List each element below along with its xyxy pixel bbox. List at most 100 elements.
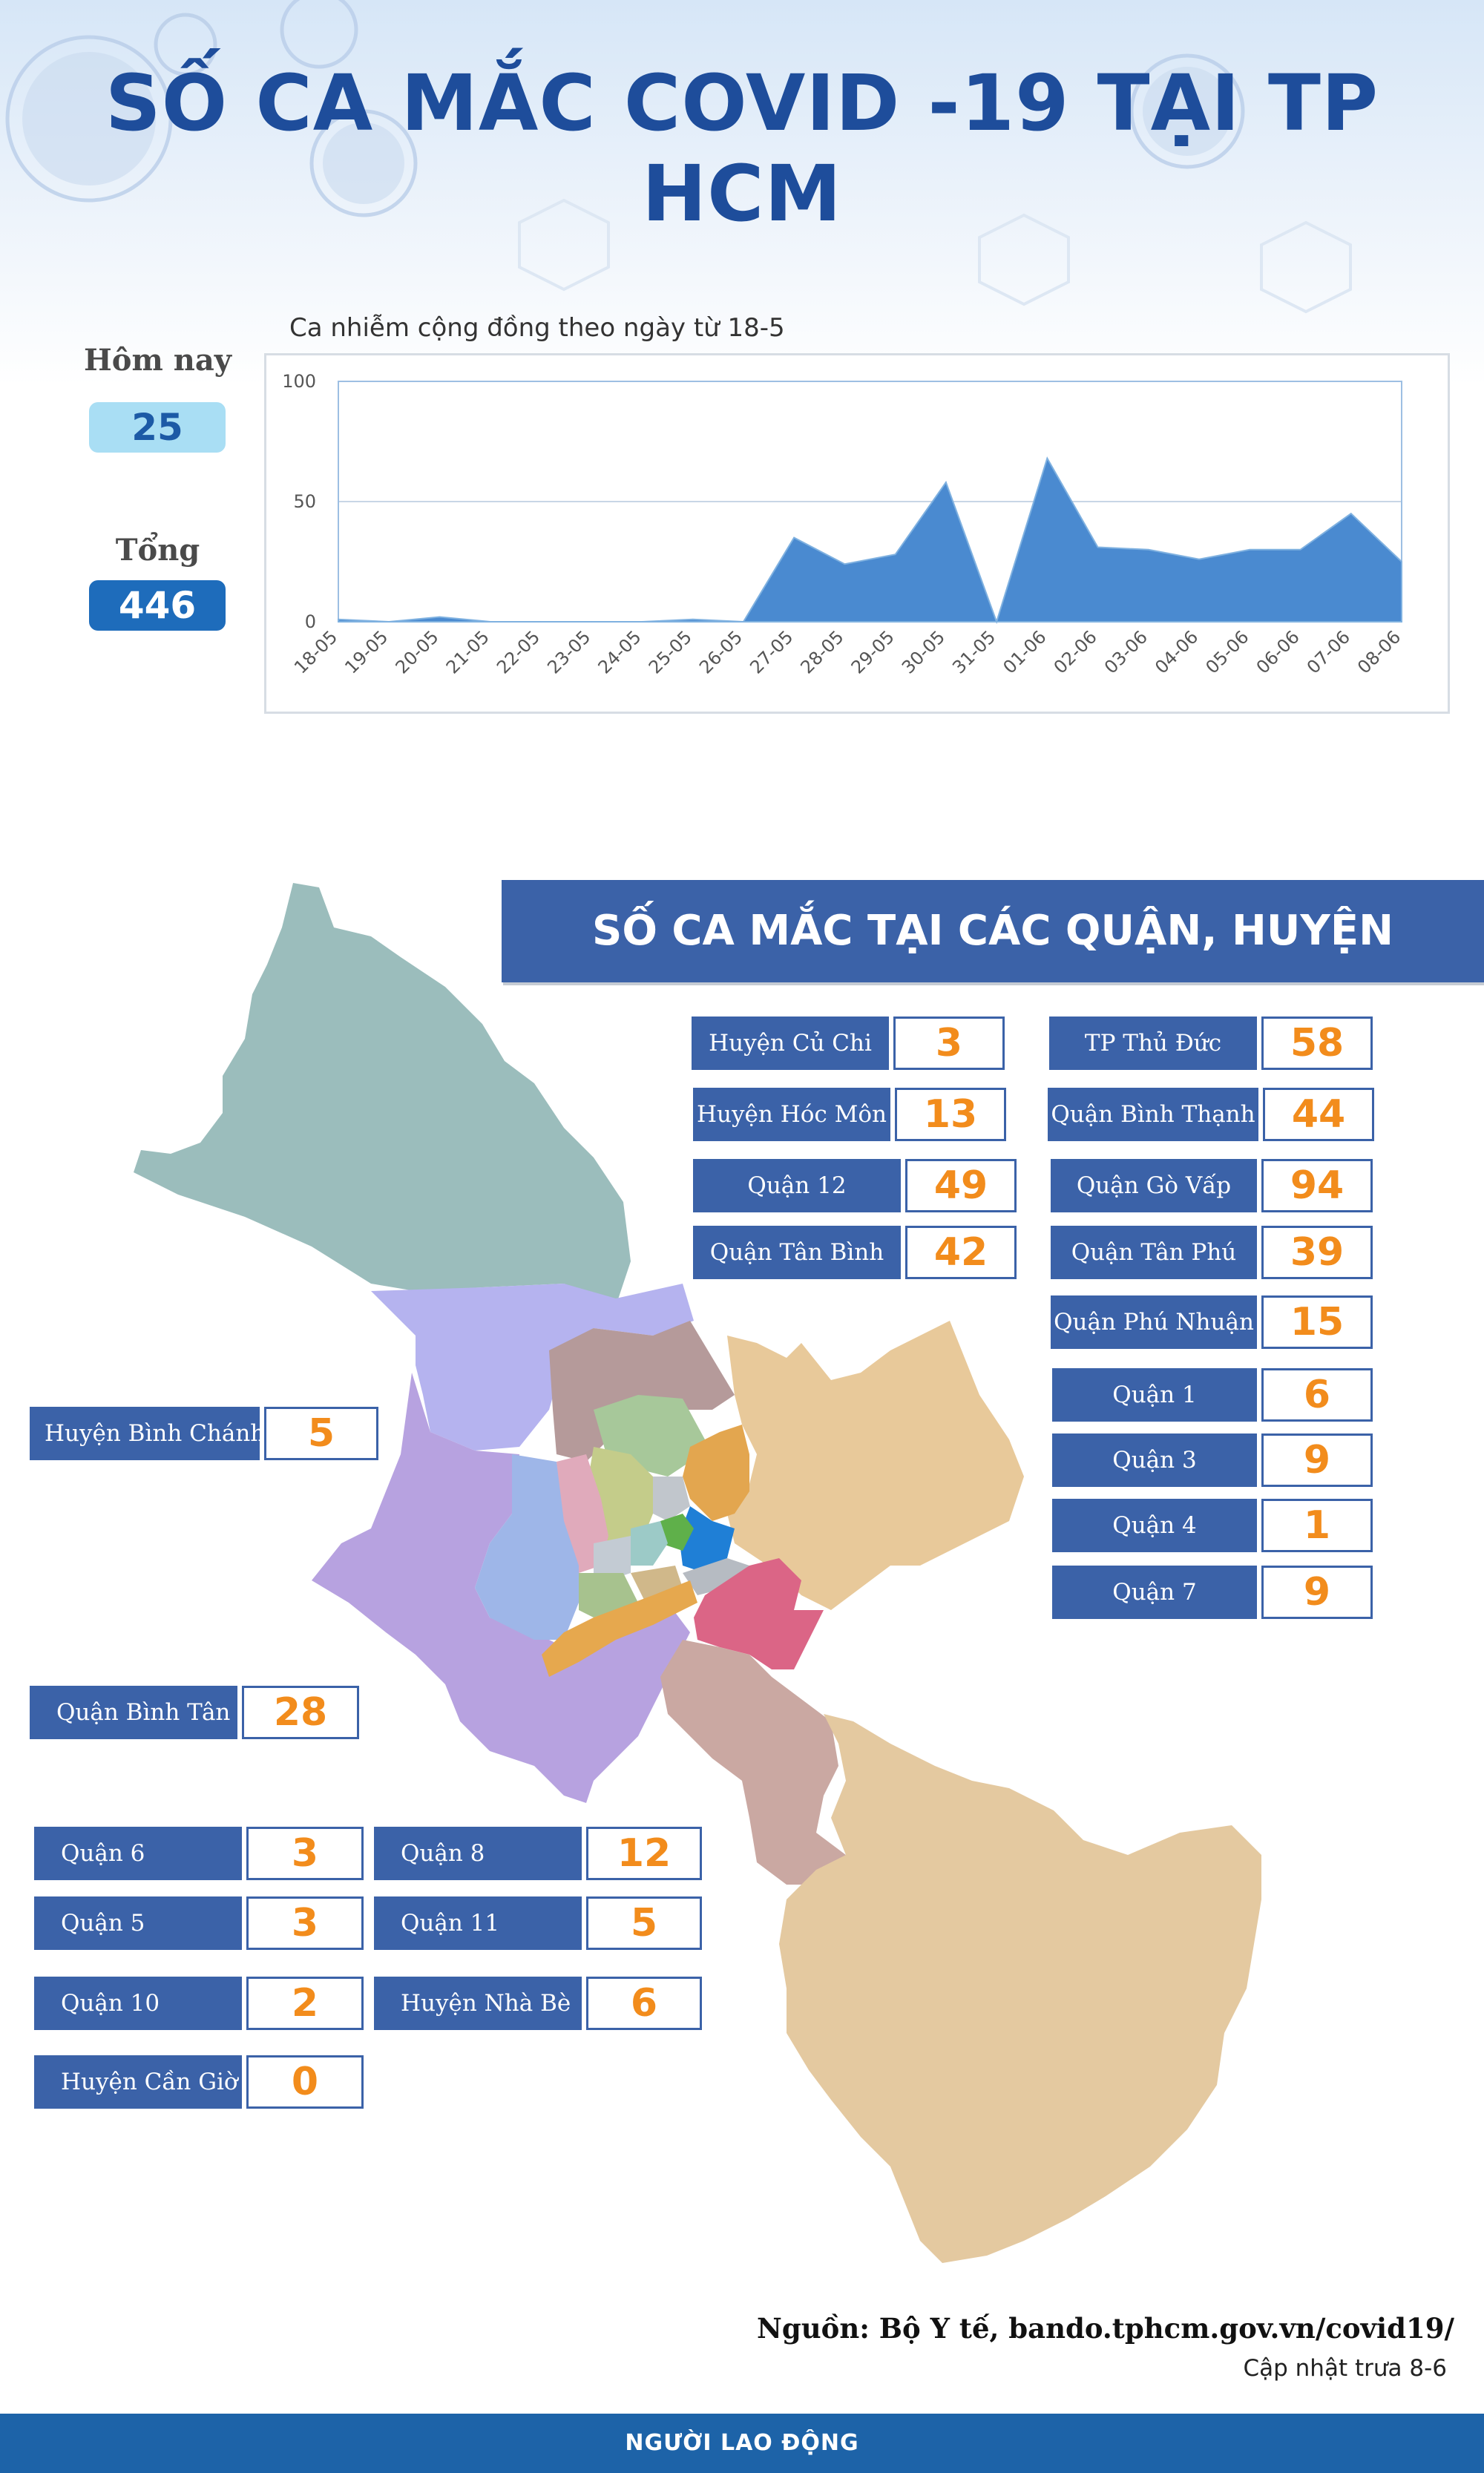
district-row: Huyện Nhà Bè 6 <box>374 1977 702 2030</box>
update-note: Cập nhật trưa 8-6 <box>1243 2355 1447 2382</box>
district-name: Huyện Cần Giờ <box>34 2055 242 2109</box>
district-case-count: 5 <box>264 1407 378 1460</box>
district-case-count: 49 <box>905 1159 1017 1212</box>
district-case-count: 3 <box>246 1827 364 1880</box>
x-tick-label: 29-05 <box>847 626 899 677</box>
district-name: Quận 3 <box>1052 1433 1257 1487</box>
district-case-count: 94 <box>1261 1159 1373 1212</box>
district-name: Quận Gò Vấp <box>1051 1159 1257 1212</box>
map-region-nha-be <box>660 1640 846 1885</box>
y-tick-label: 100 <box>282 371 316 392</box>
x-tick-label: 24-05 <box>594 626 646 677</box>
map-region-quan-1 <box>679 1506 735 1573</box>
district-row: TP Thủ Đức 58 <box>1049 1017 1373 1070</box>
area-chart: 0 50 100 18-05 19-05 20-05 21-05 22-05 23-05 24-0… <box>282 371 1405 678</box>
x-tick-label: 21-05 <box>442 626 493 677</box>
district-map <box>134 883 1261 2263</box>
page-title: SỐ CA MẮC COVID -19 TẠI TP HCM <box>105 58 1379 239</box>
district-name: Huyện Nhà Bè <box>374 1977 582 2030</box>
brand-logo-text: NGƯỜI LAO ĐỘNG <box>625 2430 859 2456</box>
map-region-binh-chanh <box>312 1373 690 1803</box>
total-label: Tổng <box>115 533 200 568</box>
today-value-badge: 25 <box>89 402 226 453</box>
district-row: Huyện Bình Chánh 5 <box>30 1407 378 1460</box>
map-region-cu-chi <box>134 883 631 1306</box>
series-area <box>338 456 1402 625</box>
map-region-hoc-mon <box>371 1284 694 1451</box>
map-region-quan-10 <box>631 1521 668 1566</box>
district-row: Quận Bình Thạnh 44 <box>1048 1088 1374 1141</box>
district-name: Quận 7 <box>1052 1566 1257 1619</box>
district-name: Quận 4 <box>1052 1499 1257 1552</box>
map-region-can-gio <box>779 1714 1261 2263</box>
district-case-count: 13 <box>895 1088 1006 1141</box>
district-row: Quận 10 2 <box>34 1977 364 2030</box>
district-case-count: 1 <box>1261 1499 1373 1552</box>
district-name: Quận 6 <box>34 1827 242 1880</box>
district-case-count: 6 <box>586 1977 702 2030</box>
district-row: Quận Gò Vấp 94 <box>1051 1159 1373 1212</box>
map-region-quan-7 <box>694 1558 824 1669</box>
x-tick-label: 06-06 <box>1252 626 1304 677</box>
district-case-count: 3 <box>246 1896 364 1950</box>
today-label: Hôm nay <box>84 343 232 378</box>
x-tick-label: 23-05 <box>543 626 594 677</box>
map-region-quan-8 <box>542 1580 697 1677</box>
district-case-count: 58 <box>1261 1017 1373 1070</box>
map-region-binh-thanh <box>683 1425 749 1521</box>
map-region-phu-nhuan <box>653 1477 690 1521</box>
y-tick-label: 50 <box>293 491 316 512</box>
x-tick-label: 03-06 <box>1100 626 1152 677</box>
chart-title: Ca nhiễm cộng đồng theo ngày từ 18-5 <box>289 313 785 343</box>
total-value-badge: 446 <box>89 580 226 631</box>
district-case-count: 9 <box>1261 1566 1373 1619</box>
district-name: Quận Bình Tân <box>30 1686 237 1739</box>
district-section-title: SỐ CA MẮC TẠI CÁC QUẬN, HUYỆN <box>502 880 1484 982</box>
district-case-count: 5 <box>586 1896 702 1950</box>
map-region-quan-4 <box>683 1558 749 1595</box>
source-note: Nguồn: Bộ Y tế, bando.tphcm.gov.vn/covid… <box>757 2312 1454 2345</box>
district-name: Quận 12 <box>693 1159 901 1212</box>
district-case-count: 44 <box>1263 1088 1374 1141</box>
x-tick-label: 30-05 <box>898 626 949 677</box>
district-case-count: 3 <box>893 1017 1005 1070</box>
x-tick-label: 01-06 <box>999 626 1050 677</box>
virus-background-graphic <box>5 0 1352 314</box>
district-row: Quận Bình Tân 28 <box>30 1686 359 1739</box>
x-tick-label: 27-05 <box>746 626 797 677</box>
x-tick-label: 04-06 <box>1151 626 1202 677</box>
district-row: Huyện Hóc Môn 13 <box>693 1088 1006 1141</box>
district-row: Huyện Củ Chi 3 <box>692 1017 1005 1070</box>
district-row: Quận Tân Phú 39 <box>1051 1226 1373 1279</box>
district-case-count: 12 <box>586 1827 702 1880</box>
district-row: Quận 8 12 <box>374 1827 702 1880</box>
district-name: Quận Phú Nhuận <box>1051 1295 1257 1349</box>
x-tick-label: 25-05 <box>645 626 696 677</box>
y-tick-label: 0 <box>305 611 316 632</box>
district-name: Huyện Củ Chi <box>692 1017 889 1070</box>
district-row: Quận Phú Nhuận 15 <box>1051 1295 1373 1349</box>
x-tick-label: 05-06 <box>1201 626 1252 677</box>
district-name: Quận 5 <box>34 1896 242 1950</box>
x-tick-label: 26-05 <box>695 626 746 677</box>
district-case-count: 15 <box>1261 1295 1373 1349</box>
district-case-count: 28 <box>242 1686 359 1739</box>
x-tick-label: 31-05 <box>948 626 999 677</box>
district-case-count: 6 <box>1261 1368 1373 1422</box>
district-name: Huyện Bình Chánh <box>30 1407 265 1460</box>
district-case-count: 2 <box>246 1977 364 2030</box>
district-name: Quận Tân Bình <box>693 1226 901 1279</box>
x-tick-label: 22-05 <box>493 626 544 677</box>
district-row: Quận 11 5 <box>374 1896 702 1950</box>
x-tick-label: 20-05 <box>392 626 443 677</box>
map-region-quan-5 <box>631 1566 683 1603</box>
x-tick-label: 28-05 <box>797 626 848 677</box>
district-name: Quận 8 <box>374 1827 582 1880</box>
district-case-count: 39 <box>1261 1226 1373 1279</box>
map-region-thu-duc <box>727 1321 1024 1610</box>
